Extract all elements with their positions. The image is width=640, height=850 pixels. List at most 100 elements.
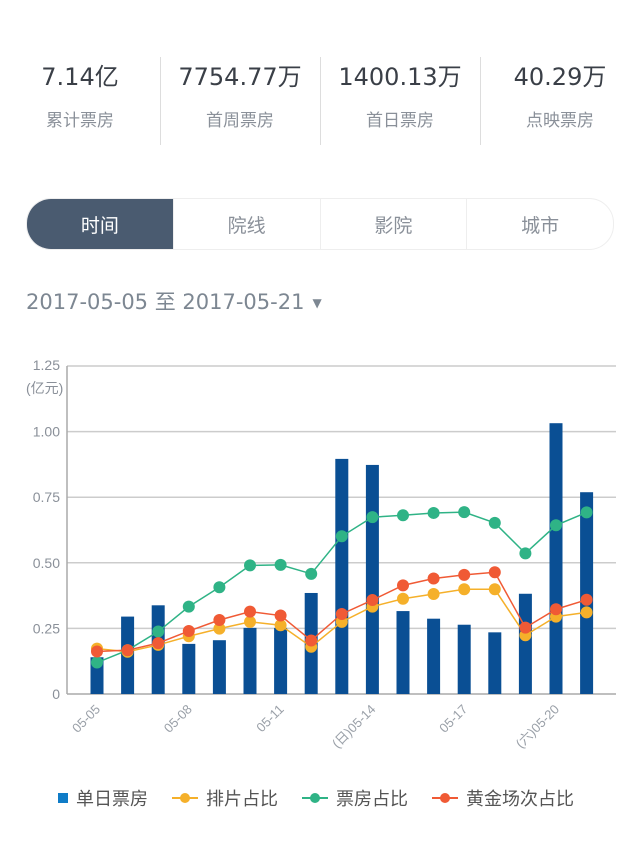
legend-item[interactable]: 排片占比 bbox=[172, 785, 278, 811]
tab-city[interactable]: 城市 bbox=[466, 199, 613, 249]
stat-label: 累计票房 bbox=[46, 111, 114, 131]
line-dot-icon bbox=[302, 793, 328, 803]
data-point bbox=[244, 559, 256, 572]
data-point bbox=[458, 506, 471, 519]
data-point bbox=[488, 566, 501, 579]
data-point bbox=[366, 594, 379, 607]
bar bbox=[274, 627, 288, 694]
data-point bbox=[427, 506, 440, 519]
stat-total: 7.14亿累计票房 bbox=[0, 55, 160, 147]
y-tick-label: 1.00 bbox=[33, 424, 60, 440]
data-point bbox=[427, 588, 440, 601]
data-point bbox=[91, 645, 103, 658]
data-point bbox=[274, 619, 287, 632]
bar bbox=[457, 624, 471, 694]
bar bbox=[243, 627, 257, 694]
x-tick-label: 05-05 bbox=[69, 702, 103, 736]
data-point bbox=[213, 581, 226, 594]
data-point bbox=[458, 568, 471, 581]
data-point bbox=[519, 621, 532, 634]
bar bbox=[427, 618, 441, 694]
data-point bbox=[366, 511, 379, 524]
legend: 单日票房 排片占比 票房占比 黄金场次占比 bbox=[58, 785, 574, 811]
x-tick-label: 05-17 bbox=[436, 702, 470, 736]
square-icon bbox=[58, 793, 68, 803]
y-tick-label: 0 bbox=[52, 686, 60, 702]
stats-row: 7.14亿累计票房 7754.77万首周票房 1400.13万首日票房 40.2… bbox=[0, 55, 640, 147]
data-point bbox=[458, 583, 471, 596]
caret-down-icon: ▼ bbox=[312, 296, 322, 310]
stat-value: 1400.13万 bbox=[338, 63, 462, 91]
date-range-label: 2017-05-05 至 2017-05-21 bbox=[26, 290, 305, 314]
y-tick-label: 1.25 bbox=[33, 357, 60, 373]
data-point bbox=[580, 606, 593, 619]
stat-value: 40.29万 bbox=[513, 63, 607, 91]
bar bbox=[365, 464, 379, 694]
data-point bbox=[244, 605, 256, 618]
tab-cinema[interactable]: 影院 bbox=[319, 199, 467, 249]
x-tick-label: 05-11 bbox=[253, 702, 286, 735]
data-point bbox=[488, 583, 501, 596]
data-point bbox=[274, 609, 287, 622]
data-point bbox=[397, 509, 409, 522]
y-tick-label: 0.50 bbox=[33, 555, 60, 571]
stat-label: 点映票房 bbox=[526, 111, 594, 131]
bar bbox=[549, 423, 563, 694]
legend-item[interactable]: 黄金场次占比 bbox=[432, 785, 574, 811]
data-point bbox=[335, 607, 348, 620]
data-point bbox=[397, 579, 409, 592]
stat-value: 7754.77万 bbox=[178, 63, 302, 91]
data-point bbox=[91, 656, 103, 669]
data-point bbox=[121, 644, 134, 657]
stat-value: 7.14亿 bbox=[41, 63, 119, 91]
data-point bbox=[580, 506, 593, 519]
stat-first-week: 7754.77万首周票房 bbox=[160, 55, 320, 147]
data-point bbox=[305, 634, 318, 647]
data-point bbox=[550, 519, 562, 532]
tab-cinema-chain[interactable]: 院线 bbox=[172, 199, 320, 249]
stat-label: 首日票房 bbox=[366, 111, 434, 131]
data-point bbox=[152, 637, 165, 650]
bar bbox=[335, 458, 349, 694]
y-tick-label: 0.25 bbox=[33, 620, 60, 636]
data-point bbox=[305, 567, 318, 580]
y-axis-label: (亿元) bbox=[26, 380, 63, 396]
stat-first-day: 1400.13万首日票房 bbox=[320, 55, 480, 147]
data-point bbox=[182, 625, 195, 638]
data-point bbox=[213, 622, 226, 635]
legend-label: 排片占比 bbox=[206, 789, 278, 810]
bar bbox=[212, 640, 226, 694]
data-point bbox=[152, 625, 165, 638]
y-tick-label: 0.75 bbox=[33, 489, 60, 505]
x-tick-label: 05-08 bbox=[161, 702, 195, 736]
stat-preview: 40.29万点映票房 bbox=[480, 55, 640, 147]
legend-item[interactable]: 票房占比 bbox=[302, 785, 408, 811]
tab-bar: 时间 院线 影院 城市 bbox=[26, 198, 614, 250]
data-point bbox=[580, 593, 593, 606]
legend-label: 票房占比 bbox=[336, 789, 408, 810]
x-tick-label: (日)05-14 bbox=[329, 702, 378, 751]
bar bbox=[518, 593, 532, 694]
data-point bbox=[182, 600, 195, 613]
data-point bbox=[213, 614, 226, 627]
date-range-selector[interactable]: 2017-05-05 至 2017-05-21 ▼ bbox=[26, 286, 322, 316]
bar bbox=[182, 643, 196, 694]
bar bbox=[488, 632, 502, 694]
bar bbox=[580, 492, 594, 694]
data-point bbox=[488, 516, 501, 529]
chart: 0 0.25 0.50 0.75 1.00 1.25 (亿元) 05-05 05-08 05-11… bbox=[26, 357, 616, 751]
data-point bbox=[244, 615, 256, 628]
stat-label: 首周票房 bbox=[206, 111, 274, 131]
legend-label: 单日票房 bbox=[76, 789, 148, 810]
data-point bbox=[427, 572, 440, 585]
legend-label: 黄金场次占比 bbox=[466, 789, 574, 810]
line-dot-icon bbox=[172, 793, 198, 803]
legend-item[interactable]: 单日票房 bbox=[58, 785, 148, 811]
data-point bbox=[550, 603, 562, 616]
x-tick-label: (六)05-20 bbox=[513, 702, 562, 751]
data-point bbox=[335, 530, 348, 543]
tab-time[interactable]: 时间 bbox=[27, 199, 173, 249]
data-point bbox=[519, 547, 532, 560]
bar bbox=[396, 611, 410, 694]
line-dot-icon bbox=[432, 793, 458, 803]
